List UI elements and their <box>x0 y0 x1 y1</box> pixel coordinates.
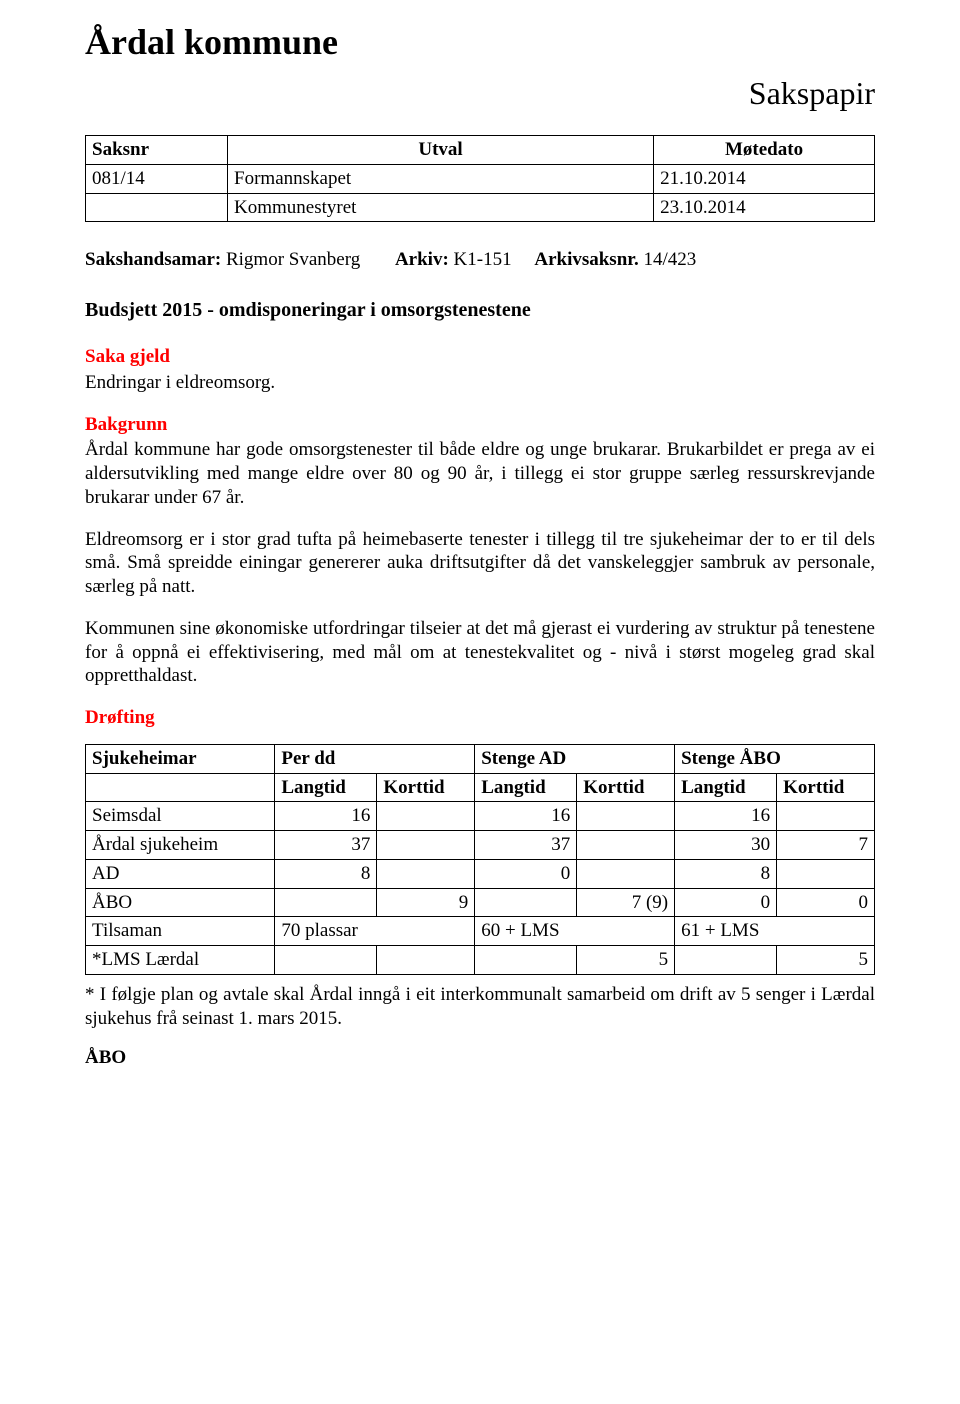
row-label: Seimsdal <box>86 802 275 831</box>
arkiv-value: K1-151 <box>454 249 512 270</box>
section-drofting: Drøfting <box>85 706 875 730</box>
table-row: Årdal sjukeheim 37 37 30 7 <box>86 831 875 860</box>
sjukeheimar-table: Sjukeheimar Per dd Stenge AD Stenge ÅBO … <box>85 744 875 975</box>
handler-label: Sakshandsamar: <box>85 249 221 270</box>
cell: 9 <box>377 888 475 917</box>
table-row: *LMS Lærdal 5 5 <box>86 946 875 975</box>
sub-empty <box>86 773 275 802</box>
table-footnote: * I følgje plan og avtale skal Årdal inn… <box>85 983 875 1031</box>
table-header-row: Saksnr Utval Møtedato <box>86 136 875 165</box>
cell <box>275 888 377 917</box>
row-label: Tilsaman <box>86 917 275 946</box>
cell: 5 <box>577 946 675 975</box>
table-row: Tilsaman 70 plassar 60 + LMS 61 + LMS <box>86 917 875 946</box>
col-stenge-ad: Stenge AD <box>475 744 675 773</box>
cell <box>777 859 875 888</box>
section-saka-gjeld: Saka gjeld <box>85 345 875 369</box>
table-row: AD 8 0 8 <box>86 859 875 888</box>
sub-korttid: Korttid <box>577 773 675 802</box>
cell <box>275 946 377 975</box>
table-row: Kommunestyret 23.10.2014 <box>86 193 875 222</box>
row-label: Årdal sjukeheim <box>86 831 275 860</box>
cell <box>577 859 675 888</box>
col-sjukeheimar: Sjukeheimar <box>86 744 275 773</box>
cell <box>377 859 475 888</box>
cell: 0 <box>475 859 577 888</box>
table-header-row: Sjukeheimar Per dd Stenge AD Stenge ÅBO <box>86 744 875 773</box>
col-utval: Utval <box>228 136 654 165</box>
cell: 37 <box>275 831 377 860</box>
arkiv-label: Arkiv: <box>395 249 449 270</box>
cell-saksnr <box>86 193 228 222</box>
cell: 16 <box>675 802 777 831</box>
col-per-dd: Per dd <box>275 744 475 773</box>
cell <box>675 946 777 975</box>
cell <box>577 831 675 860</box>
cell-dato: 21.10.2014 <box>654 164 875 193</box>
col-stenge-abo: Stenge ÅBO <box>675 744 875 773</box>
bakgrunn-p3: Kommunen sine økonomiske utfordringar ti… <box>85 617 875 688</box>
sub-langtid: Langtid <box>675 773 777 802</box>
case-info-table: Saksnr Utval Møtedato 081/14 Formannskap… <box>85 135 875 222</box>
case-title: Budsjett 2015 - omdisponeringar i omsorg… <box>85 298 875 323</box>
table-row: Seimsdal 16 16 16 <box>86 802 875 831</box>
cell <box>475 946 577 975</box>
saka-gjeld-body: Endringar i eldreomsorg. <box>85 371 875 395</box>
cell: 16 <box>275 802 377 831</box>
cell-dato: 23.10.2014 <box>654 193 875 222</box>
cell <box>377 946 475 975</box>
row-label: AD <box>86 859 275 888</box>
cell: 16 <box>475 802 577 831</box>
table-row: 081/14 Formannskapet 21.10.2014 <box>86 164 875 193</box>
col-saksnr: Saksnr <box>86 136 228 165</box>
municipality-name: Årdal kommune <box>85 20 875 65</box>
sub-langtid: Langtid <box>275 773 377 802</box>
table-subheader-row: Langtid Korttid Langtid Korttid Langtid … <box>86 773 875 802</box>
cell-saksnr: 081/14 <box>86 164 228 193</box>
cell: 8 <box>675 859 777 888</box>
col-motedato: Møtedato <box>654 136 875 165</box>
cell: 70 plassar <box>275 917 475 946</box>
row-label: *LMS Lærdal <box>86 946 275 975</box>
arkivsaksnr-label: Arkivsaksnr. <box>534 249 638 270</box>
bakgrunn-p1: Årdal kommune har gode omsorgstenester t… <box>85 438 875 509</box>
cell <box>777 802 875 831</box>
cell: 30 <box>675 831 777 860</box>
cell: 60 + LMS <box>475 917 675 946</box>
cell <box>377 802 475 831</box>
cell <box>577 802 675 831</box>
section-abo: ÅBO <box>85 1046 875 1070</box>
row-label: ÅBO <box>86 888 275 917</box>
cell: 61 + LMS <box>675 917 875 946</box>
cell <box>377 831 475 860</box>
arkivsaksnr-value: 14/423 <box>643 249 696 270</box>
cell: 8 <box>275 859 377 888</box>
section-bakgrunn: Bakgrunn <box>85 413 875 437</box>
bakgrunn-p2: Eldreomsorg er i stor grad tufta på heim… <box>85 528 875 599</box>
cell-utval: Kommunestyret <box>228 193 654 222</box>
sub-korttid: Korttid <box>377 773 475 802</box>
cell: 7 (9) <box>577 888 675 917</box>
cell: 0 <box>777 888 875 917</box>
sub-korttid: Korttid <box>777 773 875 802</box>
cell: 37 <box>475 831 577 860</box>
table-row: ÅBO 9 7 (9) 0 0 <box>86 888 875 917</box>
sub-langtid: Langtid <box>475 773 577 802</box>
handler-value: Rigmor Svanberg <box>226 249 360 270</box>
cell: 7 <box>777 831 875 860</box>
cell <box>475 888 577 917</box>
meta-line: Sakshandsamar: Rigmor Svanberg Arkiv: K1… <box>85 248 875 272</box>
cell-utval: Formannskapet <box>228 164 654 193</box>
cell: 5 <box>777 946 875 975</box>
cell: 0 <box>675 888 777 917</box>
document-type: Sakspapir <box>85 73 875 113</box>
